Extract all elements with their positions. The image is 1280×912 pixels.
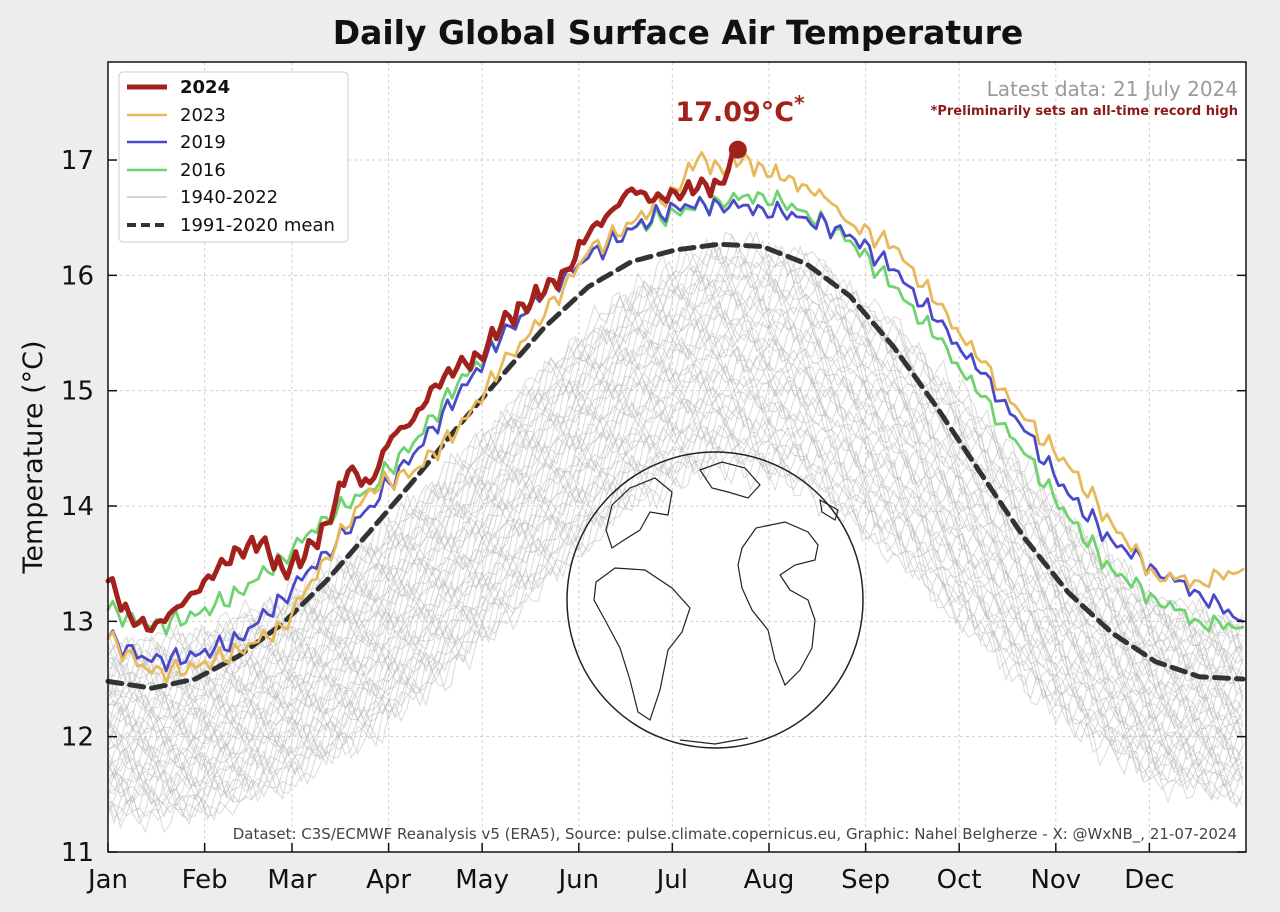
y-tick-label: 13 bbox=[61, 607, 94, 637]
legend-label-2024: 2024 bbox=[180, 77, 230, 98]
x-tick-label: Feb bbox=[182, 865, 228, 895]
historical-series-1940-2022 bbox=[107, 230, 1244, 834]
historical-line bbox=[107, 385, 1244, 782]
legend-label-2023: 2023 bbox=[180, 105, 226, 126]
x-tick-label: Apr bbox=[366, 865, 411, 895]
x-tick-label: Jul bbox=[655, 865, 688, 895]
legend-label-2019: 2019 bbox=[180, 132, 226, 153]
series-line-2024 bbox=[105, 147, 741, 634]
y-tick-label: 11 bbox=[61, 838, 94, 868]
series-line-1991-2020-mean bbox=[105, 241, 1246, 691]
historical-line bbox=[107, 424, 1244, 805]
y-tick-label: 12 bbox=[61, 723, 94, 753]
peak-annotation: 17.09°C* bbox=[675, 91, 805, 128]
x-tick-label: Dec bbox=[1124, 865, 1174, 895]
historical-line bbox=[107, 442, 1244, 823]
legend: 2024 2023 2019 2016 1940-2022 1991-2020 … bbox=[118, 71, 349, 243]
historical-line bbox=[107, 429, 1244, 808]
y-axis-label: Temperature (°C) bbox=[18, 340, 49, 574]
legend-label-mean: 1991-2020 mean bbox=[180, 215, 335, 236]
peak-annotation-value: 17.09°C bbox=[675, 97, 794, 128]
y-tick-label: 17 bbox=[61, 146, 94, 176]
historical-line bbox=[107, 230, 1244, 666]
historical-line bbox=[107, 293, 1244, 714]
historical-line bbox=[107, 360, 1243, 761]
historical-line bbox=[107, 362, 1243, 776]
peak-annotation-marker: * bbox=[794, 91, 805, 115]
latest-data-label: Latest data: 21 July 2024 bbox=[987, 77, 1238, 101]
historical-line bbox=[107, 405, 1244, 798]
legend-label-2016: 2016 bbox=[180, 160, 226, 181]
x-tick-label: Jun bbox=[556, 865, 599, 895]
axis-ticks: 11 12 13 14 15 16 17 Jan Feb Mar Apr May Jun Jul Aug Se… bbox=[61, 146, 1246, 895]
series-layer bbox=[105, 140, 1246, 691]
plot-frame bbox=[107, 61, 1247, 853]
series-line-2023 bbox=[106, 150, 1245, 684]
historical-line bbox=[107, 347, 1244, 748]
series-line-2019 bbox=[106, 195, 1245, 673]
historical-line bbox=[107, 252, 1244, 668]
legend-label-1940-2022: 1940-2022 bbox=[180, 187, 278, 208]
x-tick-label: Jan bbox=[86, 865, 128, 895]
historical-line bbox=[107, 339, 1244, 748]
source-note: Dataset: C3S/ECMWF Reanalysis v5 (ERA5),… bbox=[233, 825, 1237, 844]
historical-line bbox=[107, 446, 1244, 834]
x-tick-label: May bbox=[455, 865, 509, 895]
historical-line bbox=[107, 348, 1244, 744]
historical-line bbox=[107, 391, 1244, 777]
historical-line bbox=[107, 244, 1244, 667]
x-tick-label: Oct bbox=[937, 865, 982, 895]
legend-box bbox=[118, 71, 349, 243]
globe-icon bbox=[566, 451, 864, 749]
historical-line bbox=[107, 331, 1244, 742]
historical-line bbox=[107, 277, 1244, 699]
x-tick-label: Mar bbox=[267, 865, 316, 895]
y-tick-label: 14 bbox=[61, 492, 94, 522]
historical-line bbox=[107, 373, 1244, 778]
x-tick-label: Nov bbox=[1030, 865, 1081, 895]
x-tick-label: Aug bbox=[744, 865, 795, 895]
series-line-2016 bbox=[106, 189, 1245, 636]
y-tick-label: 15 bbox=[61, 377, 94, 407]
y-tick-label: 16 bbox=[61, 261, 94, 291]
x-tick-label: Sep bbox=[841, 865, 890, 895]
peak-marker bbox=[728, 140, 747, 159]
chart-title: Daily Global Surface Air Temperature bbox=[333, 13, 1024, 52]
record-note: *Preliminarily sets an all-time record h… bbox=[931, 104, 1238, 119]
historical-line bbox=[107, 427, 1244, 825]
historical-line bbox=[107, 272, 1243, 680]
